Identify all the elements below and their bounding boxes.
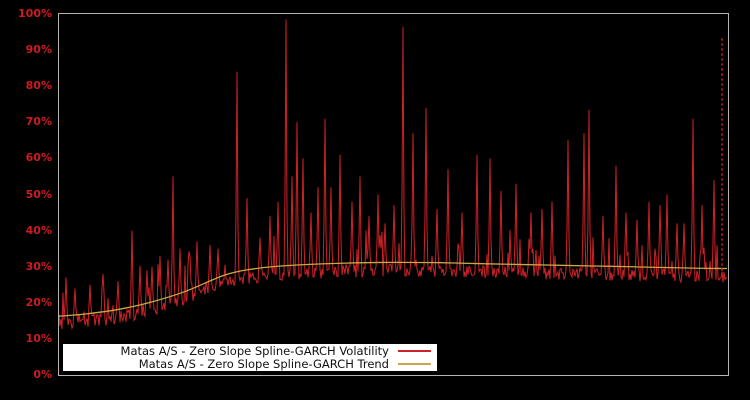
legend-row-volatility: Matas A/S - Zero Slope Spline-GARCH Vola… — [63, 344, 437, 358]
volatility-series-line — [58, 19, 728, 330]
y-axis-label: 30% — [25, 259, 52, 273]
y-axis-label: 90% — [25, 43, 52, 57]
y-axis-label: 100% — [18, 7, 52, 20]
trend-series-line — [58, 261, 728, 317]
y-axis-label: 20% — [25, 295, 52, 309]
y-axis-label: 50% — [25, 187, 52, 201]
legend-label-volatility: Matas A/S - Zero Slope Spline-GARCH Vola… — [120, 344, 389, 358]
volatility-line-sample-icon — [398, 350, 431, 352]
plot-border — [58, 13, 729, 376]
y-axis-label: 0% — [33, 368, 52, 381]
legend-row-trend: Matas A/S - Zero Slope Spline-GARCH Tren… — [63, 357, 437, 371]
y-axis-label: 80% — [25, 79, 52, 93]
y-axis-label: 10% — [25, 331, 52, 345]
y-axis-label: 40% — [25, 223, 52, 237]
legend-label-trend: Matas A/S - Zero Slope Spline-GARCH Tren… — [138, 357, 389, 371]
trend-line-sample-icon — [398, 363, 431, 365]
y-axis-label: 70% — [25, 115, 52, 129]
y-axis-label: 60% — [25, 151, 52, 165]
legend-box: Matas A/S - Zero Slope Spline-GARCH Vola… — [63, 344, 437, 371]
